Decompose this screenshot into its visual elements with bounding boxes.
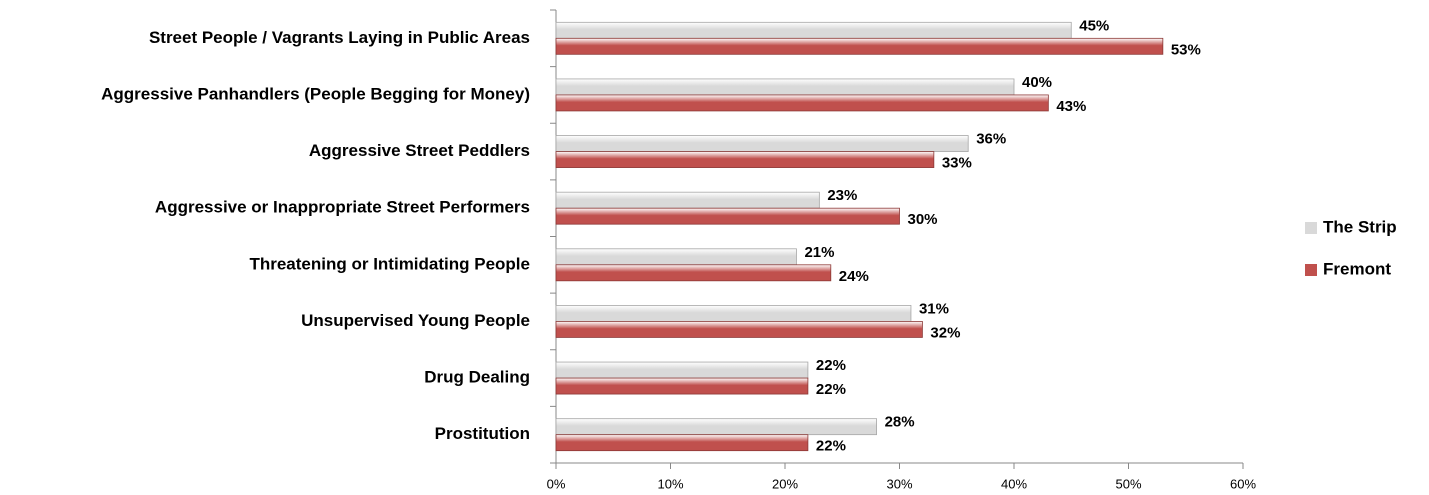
value-label: 43% — [1056, 98, 1086, 115]
bar — [555, 361, 809, 379]
category-label: Aggressive or Inappropriate Street Perfo… — [155, 198, 530, 217]
value-label: 33% — [942, 155, 972, 172]
x-tick-label: 60% — [1230, 476, 1256, 491]
value-label: 40% — [1022, 74, 1052, 91]
x-tick-label: 10% — [657, 476, 683, 491]
bar — [555, 21, 1072, 39]
legend-swatch — [1305, 264, 1317, 276]
bar — [555, 248, 797, 266]
category-label: Street People / Vagrants Laying in Publi… — [149, 28, 530, 47]
value-label: 36% — [976, 131, 1006, 148]
legend-label: Fremont — [1323, 259, 1391, 278]
legend-label: The Strip — [1323, 217, 1397, 236]
x-tick-label: 30% — [886, 476, 912, 491]
category-label: Aggressive Street Peddlers — [309, 141, 530, 160]
value-label: 28% — [885, 414, 915, 431]
bar — [555, 151, 935, 168]
value-label: 53% — [1171, 41, 1201, 58]
category-label: Prostitution — [435, 424, 530, 443]
value-label: 23% — [827, 187, 857, 204]
bar — [555, 305, 912, 322]
bar — [555, 78, 1015, 96]
bar — [555, 264, 832, 282]
x-tick-label: 0% — [547, 476, 566, 491]
bar — [555, 135, 969, 152]
category-label: Drug Dealing — [424, 368, 530, 387]
value-label: 24% — [839, 268, 869, 285]
bar — [555, 191, 820, 209]
bar — [555, 321, 923, 338]
bar — [555, 37, 1164, 55]
bar — [555, 434, 809, 452]
bar — [555, 94, 1049, 112]
category-label: Threatening or Intimidating People — [249, 254, 530, 273]
x-tick-label: 50% — [1115, 476, 1141, 491]
value-label: 45% — [1079, 17, 1109, 34]
x-tick-label: 40% — [1001, 476, 1027, 491]
value-label: 22% — [816, 357, 846, 374]
value-label: 31% — [919, 300, 949, 317]
x-tick-label: 20% — [772, 476, 798, 491]
value-label: 21% — [804, 244, 834, 261]
bar — [555, 377, 809, 395]
bar — [555, 207, 900, 225]
value-label: 22% — [816, 438, 846, 455]
category-label: Unsupervised Young People — [301, 311, 530, 330]
bar — [555, 418, 878, 436]
category-label: Aggressive Panhandlers (People Begging f… — [101, 84, 530, 103]
value-label: 32% — [930, 324, 960, 341]
value-label: 30% — [908, 211, 938, 228]
legend-swatch — [1305, 222, 1317, 234]
value-label: 22% — [816, 381, 846, 398]
